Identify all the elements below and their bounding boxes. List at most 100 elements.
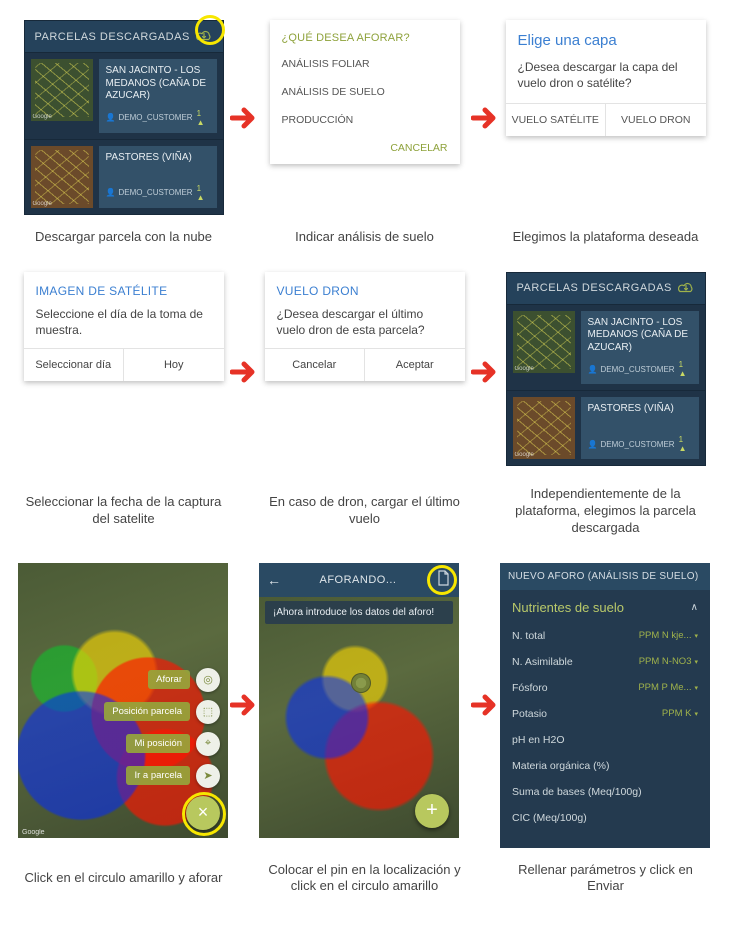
parcel-info: PASTORES (VIÑA) 👤DEMO_CUSTOMER 1 ▲ — [99, 146, 217, 208]
document-icon[interactable] — [435, 570, 451, 589]
panel-parcelas-f: PARCELAS DESCARGADAS Google SAN JACINTO -… — [506, 272, 706, 467]
parcel-thumb: Google — [31, 59, 93, 121]
caption: Click en el circulo amarillo y aforar — [18, 864, 229, 905]
nutrient-label: Materia orgánica (%) — [512, 760, 609, 772]
fab-item-ir-a-parcela[interactable]: Ir a parcela ➤ — [126, 764, 220, 788]
nutrient-label: Potasio — [512, 708, 547, 720]
caption: Colocar el pin en la localización y clic… — [259, 856, 470, 914]
dark-header: PARCELAS DESCARGADAS — [507, 273, 705, 304]
arrow-icon — [229, 103, 259, 133]
satelite-title: IMAGEN DE SATÉLITE — [24, 272, 224, 304]
vuelo-dron-button[interactable]: VUELO DRON — [606, 104, 706, 136]
arrow-icon — [229, 357, 259, 387]
nutrient-label: pH en H2O — [512, 734, 565, 746]
panel-elige-capa: Elige una capa ¿Desea descargar la capa … — [506, 20, 706, 136]
fab-item-aforar[interactable]: Aforar ◎ — [148, 668, 220, 692]
aceptar-button[interactable]: Aceptar — [365, 349, 465, 381]
arrow-icon — [229, 690, 259, 720]
caption: En caso de dron, cargar el último vuelo — [259, 488, 470, 546]
nutrient-row[interactable]: pH en H2O — [500, 727, 710, 753]
nutrient-unit-select[interactable]: PPM P Me... ▾ — [638, 682, 698, 693]
cancel-button[interactable]: CANCELAR — [270, 134, 460, 164]
goto-icon: ➤ — [196, 764, 220, 788]
pin-icon: ⬚ — [196, 700, 220, 724]
user-icon: 👤 — [106, 113, 116, 122]
parcel-user: 👤DEMO_CUSTOMER — [588, 440, 675, 449]
parcel-count: 1 ▲ — [197, 109, 210, 127]
nutrient-label: N. Asimilable — [512, 656, 573, 668]
parcel-row[interactable]: Google PASTORES (VIÑA) 👤DEMO_CUSTOMER 1 ▲ — [25, 139, 223, 214]
parcel-row[interactable]: Google SAN JACINTO - LOS MEDANOS (CAÑA DE… — [25, 52, 223, 139]
panel-vuelo-dron: VUELO DRON ¿Desea descargar el último vu… — [265, 272, 465, 381]
parcel-thumb: Google — [513, 397, 575, 459]
nutrient-row[interactable]: N. Asimilable PPM N-NO3 ▾ — [500, 649, 710, 675]
aforando-header: ← AFORANDO... — [259, 563, 459, 597]
nutrient-unit-select[interactable]: PPM N kje... ▾ — [639, 630, 698, 641]
parcel-user: 👤DEMO_CUSTOMER — [588, 365, 675, 374]
parcel-name: SAN JACINTO - LOS MEDANOS (CAÑA DE AZUCA… — [106, 65, 210, 103]
chevron-down-icon: ▾ — [694, 632, 698, 640]
nutrient-label: CIC (Meq/100g) — [512, 812, 587, 824]
parcel-row[interactable]: GooglePASTORES (VIÑA)👤DEMO_CUSTOMER1 ▲ — [507, 390, 705, 465]
hoy-button[interactable]: Hoy — [124, 349, 224, 381]
nutrient-row[interactable]: Potasio PPM K ▾ — [500, 701, 710, 727]
chevron-down-icon: ▾ — [694, 710, 698, 718]
panel-parcelas-a: PARCELAS DESCARGADAS Google SAN JACINTO -… — [24, 20, 224, 215]
parcel-user: 👤DEMO_CUSTOMER — [106, 113, 193, 122]
parcel-count: 1 ▲ — [679, 360, 692, 378]
parcel-thumb: Google — [31, 146, 93, 208]
caption: Indicar análisis de suelo — [259, 223, 470, 264]
panel-imagen-satelite: IMAGEN DE SATÉLITE Seleccione el día de … — [24, 272, 224, 381]
fab-item-posicion-parcela[interactable]: Posición parcela ⬚ — [104, 700, 220, 724]
arrow-icon — [470, 357, 500, 387]
fab-close-button[interactable]: × — [186, 796, 220, 830]
aforar-option[interactable]: ANÁLISIS FOLIAR — [270, 50, 460, 78]
nutrient-row[interactable]: CIC (Meq/100g) — [500, 805, 710, 831]
panel-a-title: PARCELAS DESCARGADAS — [35, 31, 190, 43]
caption: Elegimos la plataforma deseada — [500, 223, 711, 264]
target-icon: ◎ — [196, 668, 220, 692]
fab-add-button[interactable]: + — [415, 794, 449, 828]
parcel-row[interactable]: Google SAN JACINTO - LOS MEDANOS (CAÑA DE… — [507, 304, 705, 391]
parcel-info: PASTORES (VIÑA)👤DEMO_CUSTOMER1 ▲ — [581, 397, 699, 459]
nutrientes-subtitle[interactable]: Nutrientes de suelo ∧ — [500, 590, 710, 623]
vuelo-satelite-button[interactable]: VUELO SATÉLITE — [506, 104, 607, 136]
nuevo-aforo-header: NUEVO AFORO (ANÁLISIS DE SUELO) — [500, 563, 710, 590]
cancelar-button[interactable]: Cancelar — [265, 349, 366, 381]
seleccionar-dia-button[interactable]: Seleccionar día — [24, 349, 125, 381]
panel-nutrientes: NUEVO AFORO (ANÁLISIS DE SUELO) Nutrient… — [500, 563, 710, 848]
nutrient-unit-select[interactable]: PPM K ▾ — [662, 708, 698, 719]
dron-title: VUELO DRON — [265, 272, 465, 304]
user-icon: 👤 — [106, 188, 116, 197]
parcel-user: 👤DEMO_CUSTOMER — [106, 188, 193, 197]
arrow-icon — [470, 690, 500, 720]
back-icon[interactable]: ← — [267, 572, 281, 588]
hint-banner: ¡Ahora introduce los datos del aforo! — [265, 601, 453, 624]
nutrient-label: Suma de bases (Meq/100g) — [512, 786, 642, 798]
nutrient-row[interactable]: N. totalPPM N kje... ▾ — [500, 623, 710, 649]
dron-body: ¿Desea descargar el último vuelo dron de… — [265, 304, 465, 348]
nutrient-row[interactable]: Suma de bases (Meq/100g) — [500, 779, 710, 805]
chevron-down-icon: ▾ — [694, 684, 698, 692]
pin-marker[interactable] — [351, 673, 371, 693]
panel-aforando: ← AFORANDO... ¡Ahora introduce los datos… — [259, 563, 459, 838]
arrow-icon — [470, 103, 500, 133]
satelite-body: Seleccione el día de la toma de muestra. — [24, 304, 224, 348]
capa-title: Elige una capa — [506, 20, 706, 55]
nutrient-row[interactable]: FósforoPPM P Me... ▾ — [500, 675, 710, 701]
nutrient-row[interactable]: Materia orgánica (%) — [500, 753, 710, 779]
nutrient-unit-select[interactable]: PPM N-NO3 ▾ — [639, 656, 698, 667]
parcel-name: SAN JACINTO - LOS MEDANOS (CAÑA DE AZUCA… — [588, 317, 692, 355]
aforar-option[interactable]: PRODUCCIÓN — [270, 106, 460, 134]
parcel-thumb: Google — [513, 311, 575, 373]
cloud-download-icon[interactable] — [195, 28, 213, 45]
fab-item-mi-posicion[interactable]: Mi posición ⌖ — [126, 732, 220, 756]
cloud-download-icon[interactable] — [677, 280, 695, 297]
parcel-count: 1 ▲ — [679, 435, 692, 453]
user-icon: 👤 — [588, 440, 598, 449]
parcel-name: PASTORES (VIÑA) — [106, 152, 210, 165]
user-icon: 👤 — [588, 365, 598, 374]
aforar-option[interactable]: ANÁLISIS DE SUELO — [270, 78, 460, 106]
parcel-count: 1 ▲ — [197, 184, 210, 202]
aforar-title: ¿QUÉ DESEA AFORAR? — [270, 20, 460, 50]
